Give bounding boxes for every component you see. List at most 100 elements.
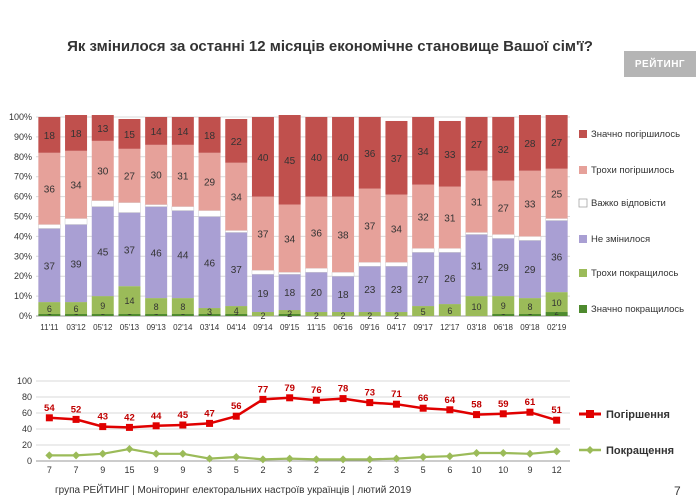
line-point bbox=[285, 454, 294, 463]
line-point bbox=[45, 414, 53, 422]
bar-segment bbox=[438, 186, 461, 249]
bar-segment bbox=[492, 117, 515, 181]
line-series-path bbox=[49, 396, 558, 429]
bar-value-label: 27 bbox=[471, 140, 483, 151]
bar-y-tick-label: 70% bbox=[14, 172, 32, 182]
line-legend-marker bbox=[586, 410, 594, 418]
line-legend-marker bbox=[586, 446, 594, 454]
bar-segment bbox=[278, 115, 301, 205]
bar-y-tick-label: 100% bbox=[9, 112, 32, 122]
bar-segment bbox=[278, 204, 301, 273]
bar-segment bbox=[198, 152, 221, 211]
bar-segment bbox=[518, 314, 541, 316]
line-point bbox=[232, 453, 241, 461]
line-point bbox=[72, 451, 81, 460]
bar-category-label: 06'18 bbox=[494, 323, 514, 332]
line-value-label: 61 bbox=[525, 397, 536, 408]
bar-value-label: 10 bbox=[472, 302, 482, 312]
bar-y-tick-label: 90% bbox=[14, 132, 32, 142]
bar-segment bbox=[118, 202, 141, 213]
bar-value-label: 36 bbox=[311, 228, 323, 239]
bar-y-tick-label: 30% bbox=[14, 251, 32, 261]
bar-value-label: 2 bbox=[314, 311, 319, 321]
bar-value-label: 45 bbox=[284, 156, 296, 167]
bar-segment bbox=[358, 117, 381, 189]
bar-segment bbox=[251, 196, 274, 271]
bar-legend-label: Важко відповісти bbox=[591, 198, 666, 209]
bar-value-label: 31 bbox=[444, 213, 456, 224]
bar-value-label: 14 bbox=[177, 127, 189, 138]
bar-value-label: 37 bbox=[257, 229, 269, 240]
line-legend-label: Погіршення bbox=[606, 409, 670, 421]
bar-value-label: 15 bbox=[124, 130, 136, 141]
bar-segment bbox=[358, 312, 381, 316]
bar-segment bbox=[38, 314, 61, 316]
bar-segment bbox=[412, 117, 435, 185]
bar-y-tick-label: 40% bbox=[14, 231, 32, 241]
bar-value-label: 36 bbox=[551, 252, 563, 263]
line-legend-label: Покращення bbox=[606, 445, 674, 457]
bar-segment bbox=[118, 314, 141, 316]
bar-segment bbox=[118, 148, 141, 203]
bar-segment bbox=[65, 314, 88, 316]
bar-segment bbox=[332, 196, 355, 273]
line-value-label: 2 bbox=[341, 465, 346, 475]
line-point bbox=[152, 449, 161, 458]
bar-value-label: 10 bbox=[552, 298, 562, 308]
line-point bbox=[179, 421, 187, 429]
bar-segment bbox=[38, 117, 61, 153]
bar-value-label: 31 bbox=[177, 172, 189, 183]
bar-segment bbox=[251, 117, 274, 197]
line-value-label: 7 bbox=[74, 465, 79, 475]
bar-segment bbox=[492, 234, 515, 239]
bar-value-label: 4 bbox=[234, 306, 239, 316]
bar-segment bbox=[145, 117, 168, 145]
bar-value-label: 38 bbox=[337, 230, 349, 241]
line-value-label: 2 bbox=[314, 465, 319, 475]
bar-segment bbox=[91, 115, 114, 141]
bar-value-label: 14 bbox=[124, 296, 134, 306]
bar-value-label: 37 bbox=[44, 261, 56, 272]
line-value-label: 10 bbox=[472, 465, 482, 475]
bar-value-label: 46 bbox=[151, 248, 163, 259]
line-y-tick-label: 0 bbox=[27, 456, 32, 466]
bar-value-label: 14 bbox=[151, 127, 163, 138]
bar-segment bbox=[412, 184, 435, 249]
bar-category-label: 11'11 bbox=[40, 323, 59, 332]
bar-segment bbox=[278, 314, 301, 316]
line-value-label: 2 bbox=[367, 465, 372, 475]
line-point bbox=[259, 395, 267, 403]
line-point bbox=[526, 408, 534, 416]
bar-value-label: 6 bbox=[47, 304, 52, 314]
bar-legend-swatch bbox=[579, 305, 587, 313]
bar-category-label: 09'17 bbox=[413, 323, 433, 332]
line-point bbox=[445, 452, 454, 461]
bar-segment bbox=[305, 272, 328, 313]
bar-value-label: 37 bbox=[231, 265, 243, 276]
bar-value-label: 26 bbox=[444, 274, 456, 285]
bar-segment bbox=[91, 140, 114, 201]
bar-segment bbox=[438, 252, 461, 305]
line-value-label: 47 bbox=[204, 408, 215, 419]
bar-value-label: 2 bbox=[260, 311, 265, 321]
line-value-label: 43 bbox=[97, 412, 108, 423]
bar-segment bbox=[91, 296, 114, 315]
line-point bbox=[152, 422, 160, 430]
line-point bbox=[525, 449, 534, 458]
line-point bbox=[99, 423, 107, 431]
line-point bbox=[45, 451, 54, 460]
line-value-label: 12 bbox=[552, 465, 562, 475]
bar-legend-swatch bbox=[579, 269, 587, 277]
line-value-label: 3 bbox=[394, 465, 399, 475]
bar-category-label: 09'16 bbox=[360, 323, 380, 332]
bar-category-label: 03'12 bbox=[66, 323, 86, 332]
line-value-label: 10 bbox=[498, 465, 508, 475]
bar-segment bbox=[145, 298, 168, 315]
line-y-tick-label: 40 bbox=[22, 424, 32, 434]
line-value-label: 3 bbox=[207, 465, 212, 475]
bar-y-tick-label: 80% bbox=[14, 152, 32, 162]
bar-segment bbox=[465, 117, 488, 171]
line-point bbox=[446, 406, 454, 414]
line-value-label: 58 bbox=[471, 400, 482, 411]
